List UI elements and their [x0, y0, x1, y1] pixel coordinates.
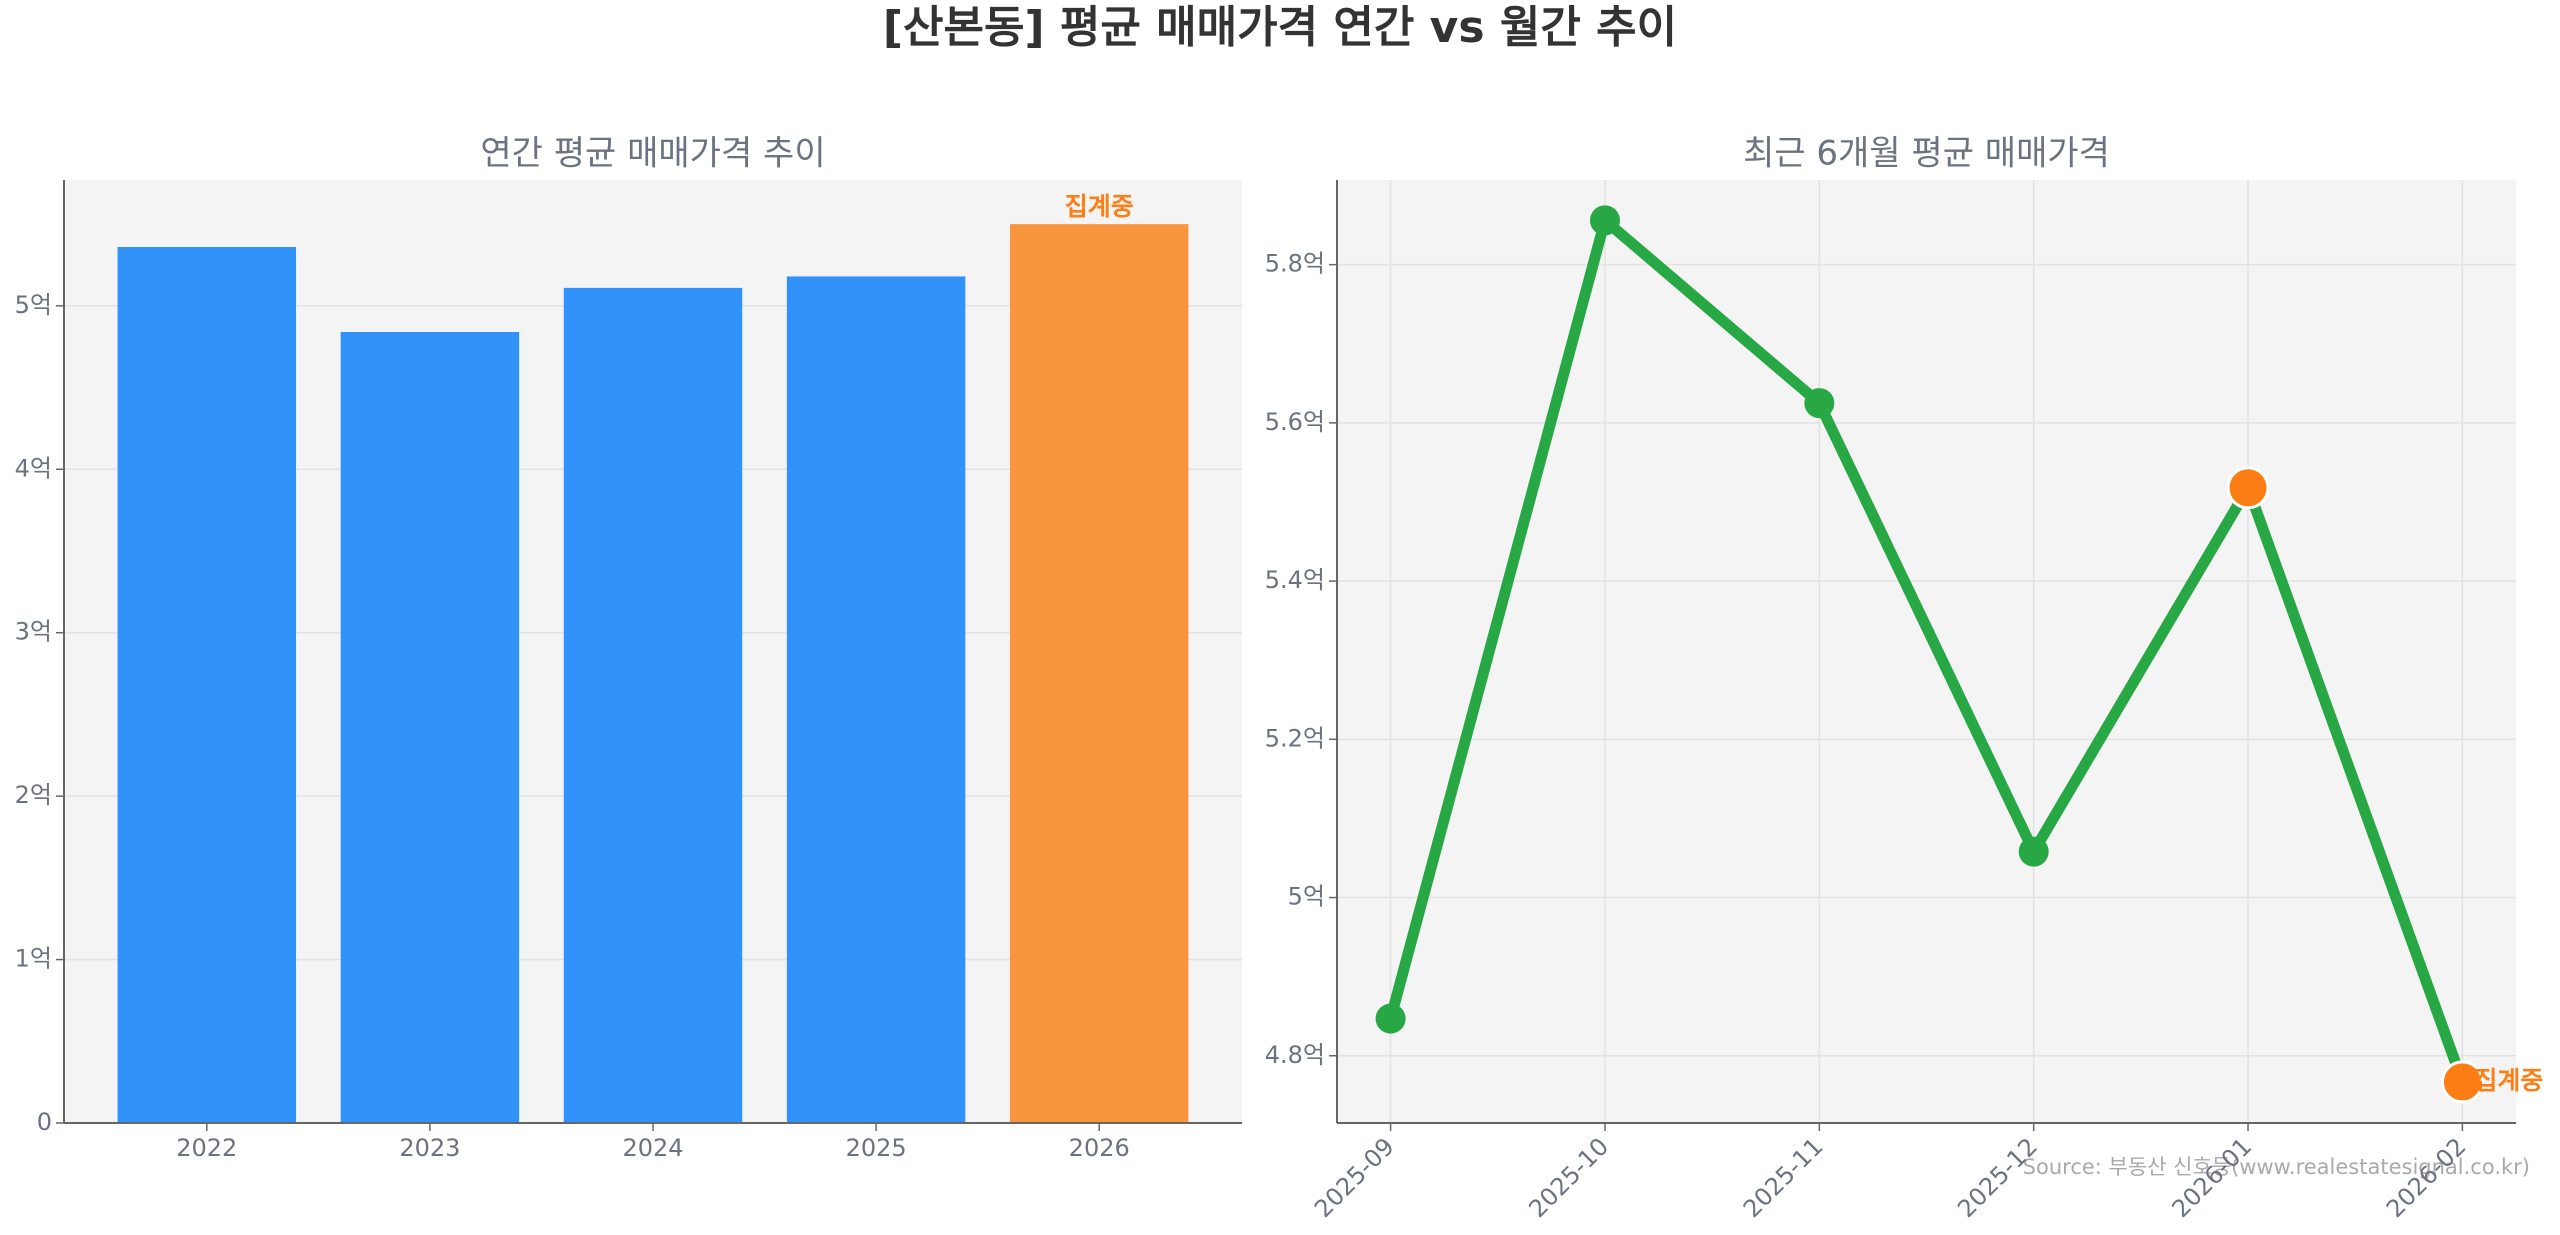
point: [1804, 388, 1835, 419]
annotation: 집계중: [1065, 192, 1134, 221]
y-tick-label: 5억: [1288, 883, 1325, 911]
x-tick-label: 2022: [176, 1134, 237, 1162]
x-tick-label: 2025-11: [1738, 1132, 1829, 1223]
x-tick-label: 2024: [622, 1134, 683, 1162]
bar: [1009, 224, 1189, 1123]
y-tick-label: 5.2억: [1265, 724, 1325, 752]
bar: [786, 276, 966, 1123]
chart-title: 최근 6개월 평균 매매가격: [1743, 134, 2110, 174]
y-tick-label: 4.8억: [1265, 1041, 1325, 1069]
x-tick-label: 2023: [399, 1134, 460, 1162]
y-tick-label: 0: [37, 1108, 52, 1136]
point: [1589, 205, 1620, 236]
annotation: 집계중: [2474, 1066, 2543, 1095]
x-tick-label: 2026: [1069, 1134, 1130, 1162]
y-tick-label: 5억: [15, 291, 52, 319]
x-tick-label: 2025-10: [1523, 1132, 1614, 1223]
point: [1375, 1003, 1406, 1034]
y-tick-label: 5.4억: [1265, 566, 1325, 594]
source: Source: 부동산 신호등(www.realestatesignal.co.…: [2023, 1155, 2530, 1179]
bar: [117, 247, 297, 1123]
bar: [563, 287, 743, 1123]
page-title: [산본동] 평균 매매가격 연간 vs 월간 추이: [883, 2, 1677, 53]
y-tick-label: 4억: [15, 454, 52, 482]
y-tick-label: 3억: [15, 618, 52, 646]
plot-area: [1337, 180, 2516, 1123]
x-tick-label: 2025: [846, 1134, 907, 1162]
point: [2226, 466, 2270, 510]
x-tick-label: 2025-09: [1309, 1132, 1400, 1223]
bar: [340, 331, 520, 1123]
y-tick-label: 1억: [15, 945, 52, 973]
point: [2440, 1060, 2484, 1104]
y-tick-label: 2억: [15, 781, 52, 809]
point: [2018, 836, 2049, 867]
chart-title: 연간 평균 매매가격 추이: [480, 134, 825, 174]
y-tick-label: 5.8억: [1265, 250, 1325, 278]
line: [1385, 214, 2468, 1084]
y-tick-label: 5.6억: [1265, 408, 1325, 436]
